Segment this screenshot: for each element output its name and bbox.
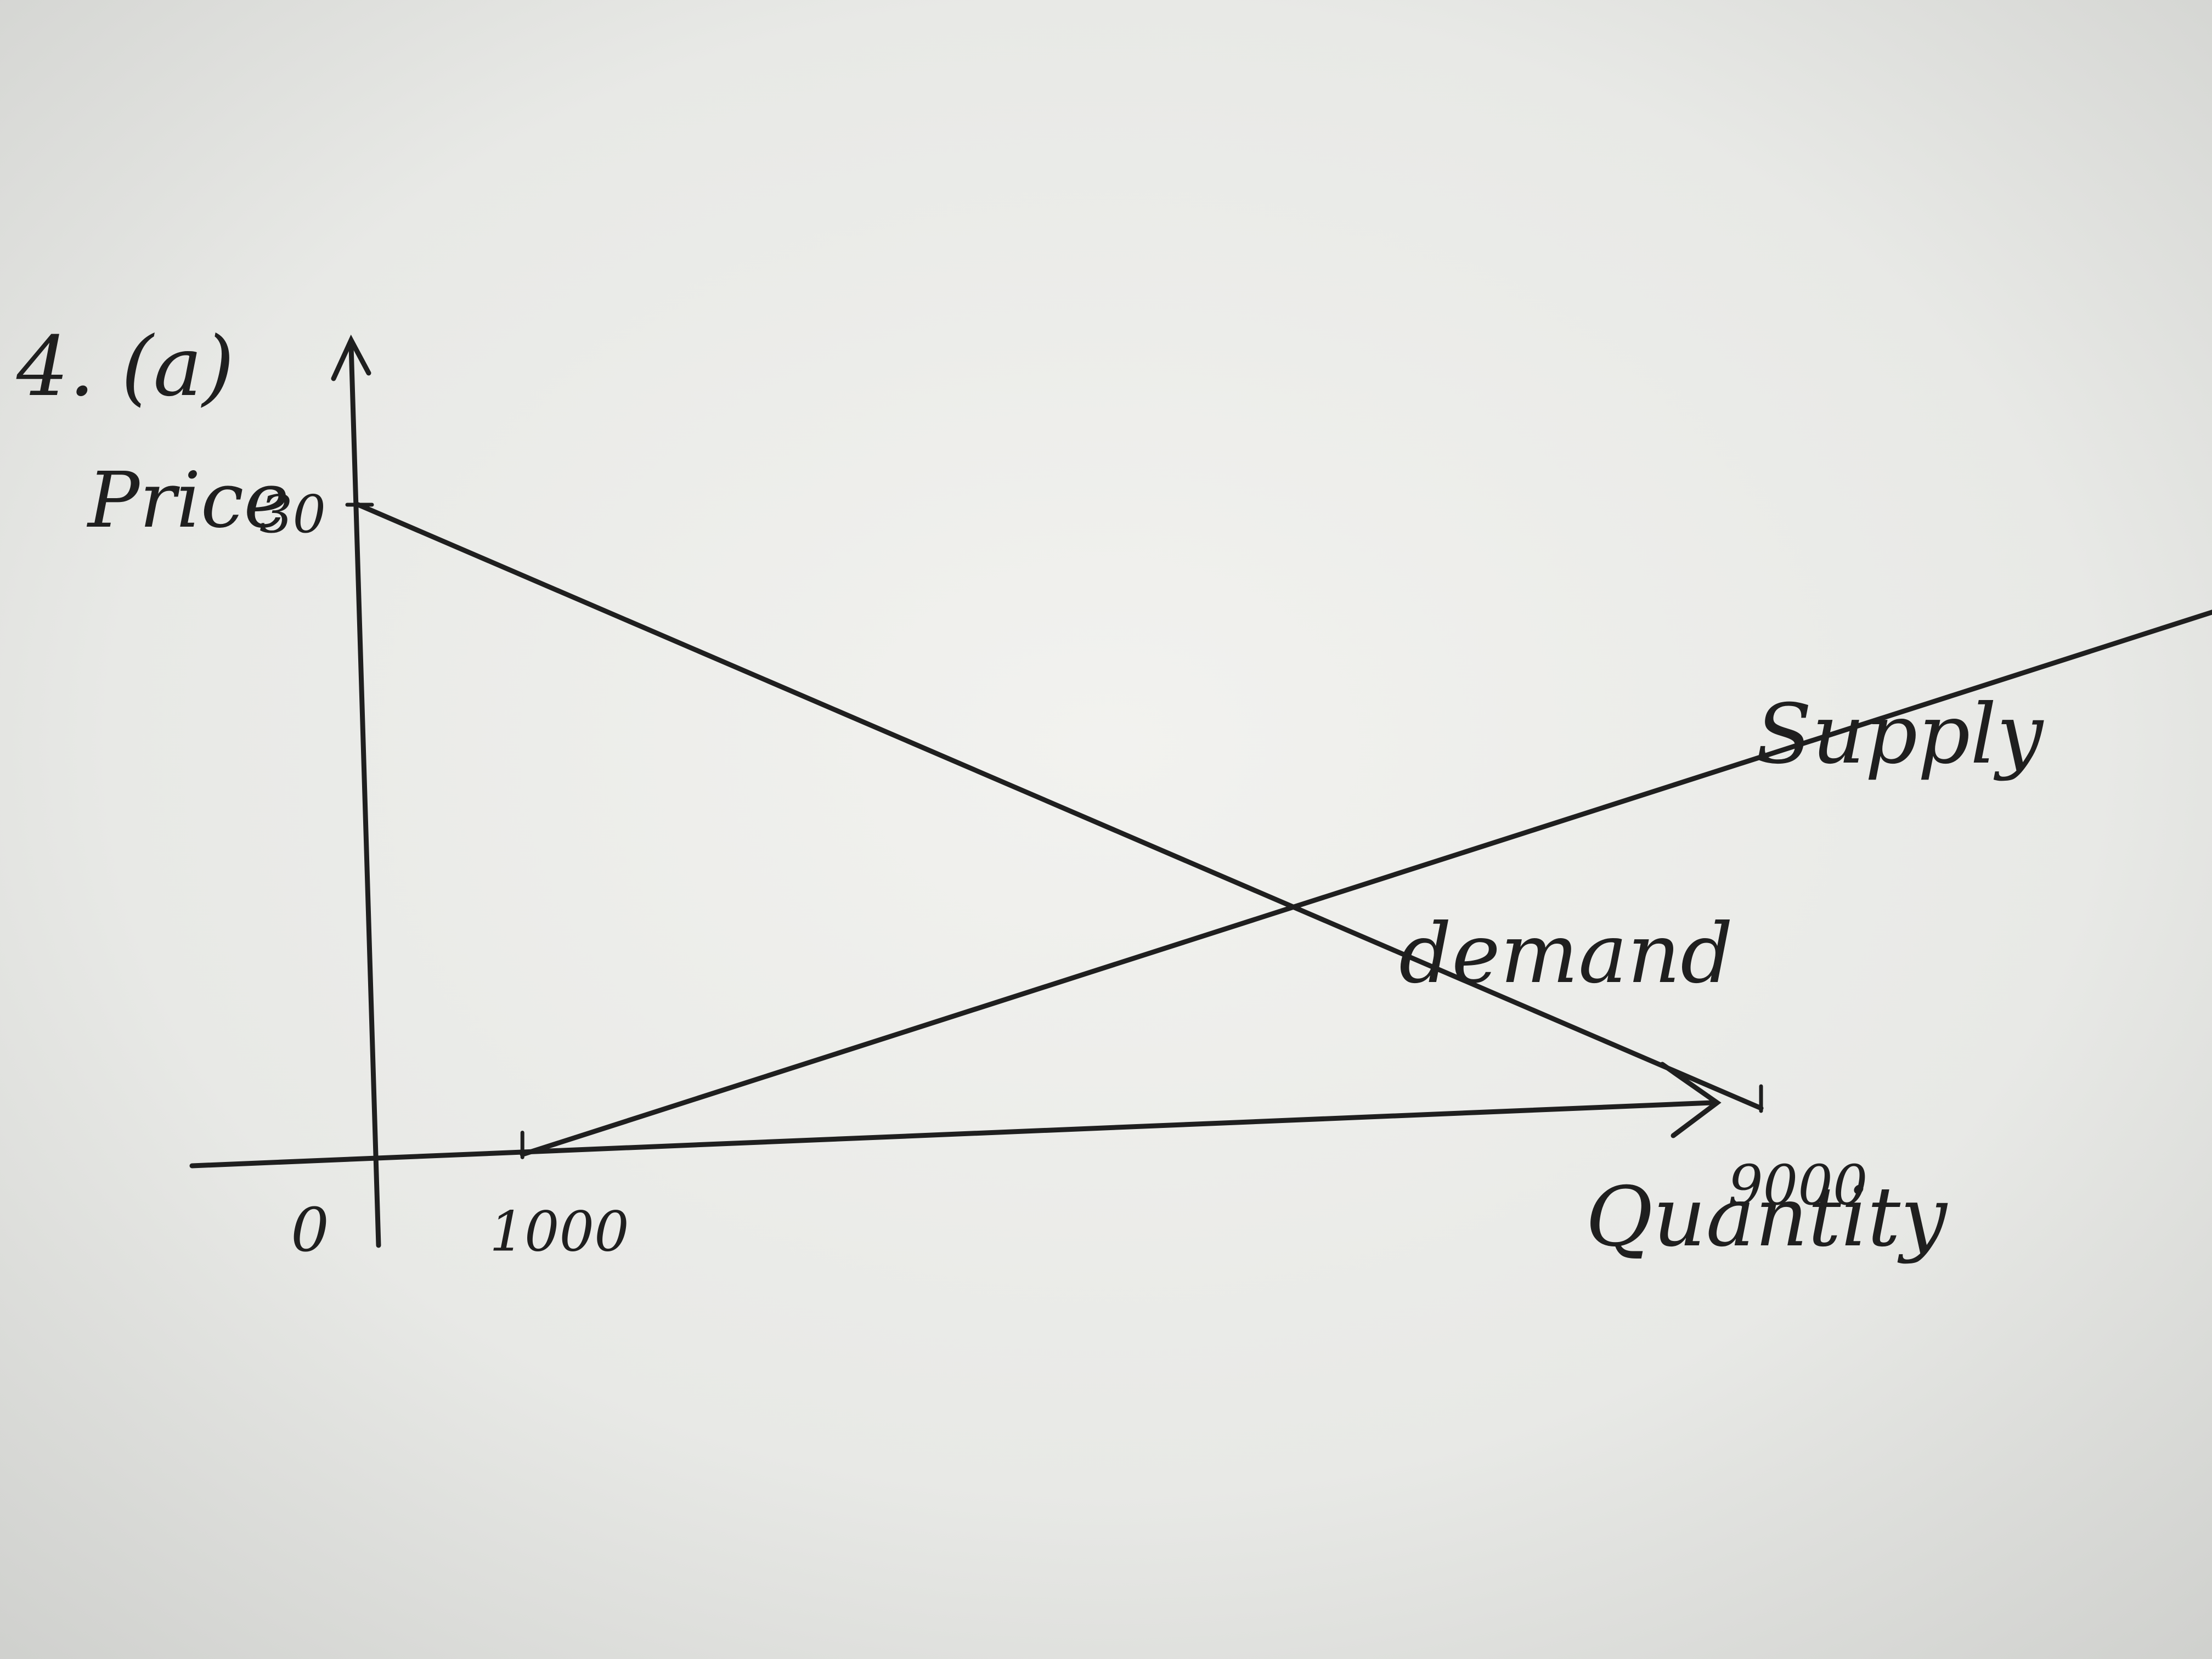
series-label-demand: demand (1399, 906, 1733, 1002)
x-tick-label-1: 9000 (1728, 1153, 1868, 1217)
x-axis-line (189, 1100, 1714, 1169)
x-axis-arrowhead (1660, 1062, 1722, 1138)
series-layer: demand Supply (356, 502, 2212, 1157)
series-label-supply: Supply (1756, 687, 2044, 782)
y-axis-label: Price (86, 456, 289, 545)
series-line-demand (356, 502, 1764, 1111)
problem-label: 4. (a) (16, 319, 234, 415)
y-axis-line (348, 343, 381, 1248)
y-tick-label-0: 30 (259, 484, 326, 545)
ticks: 1000 9000 30 (259, 484, 1868, 1263)
series-line-supply (520, 610, 2212, 1157)
origin-label: 0 (291, 1195, 329, 1265)
x-tick-label-0: 1000 (489, 1199, 629, 1263)
x-axis-label: Quantity (1585, 1170, 1948, 1265)
y-axis-arrowhead (331, 334, 371, 381)
axes (189, 334, 1722, 1248)
